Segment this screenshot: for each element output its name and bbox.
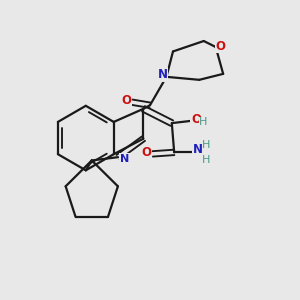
Text: H: H bbox=[202, 154, 211, 165]
Text: O: O bbox=[215, 40, 225, 53]
Text: H: H bbox=[202, 140, 211, 150]
Text: N: N bbox=[120, 154, 129, 164]
Text: O: O bbox=[142, 146, 152, 160]
Text: H: H bbox=[199, 117, 208, 127]
Text: O: O bbox=[191, 113, 201, 126]
Text: N: N bbox=[193, 143, 203, 156]
Text: O: O bbox=[121, 94, 131, 107]
Text: N: N bbox=[158, 68, 168, 81]
